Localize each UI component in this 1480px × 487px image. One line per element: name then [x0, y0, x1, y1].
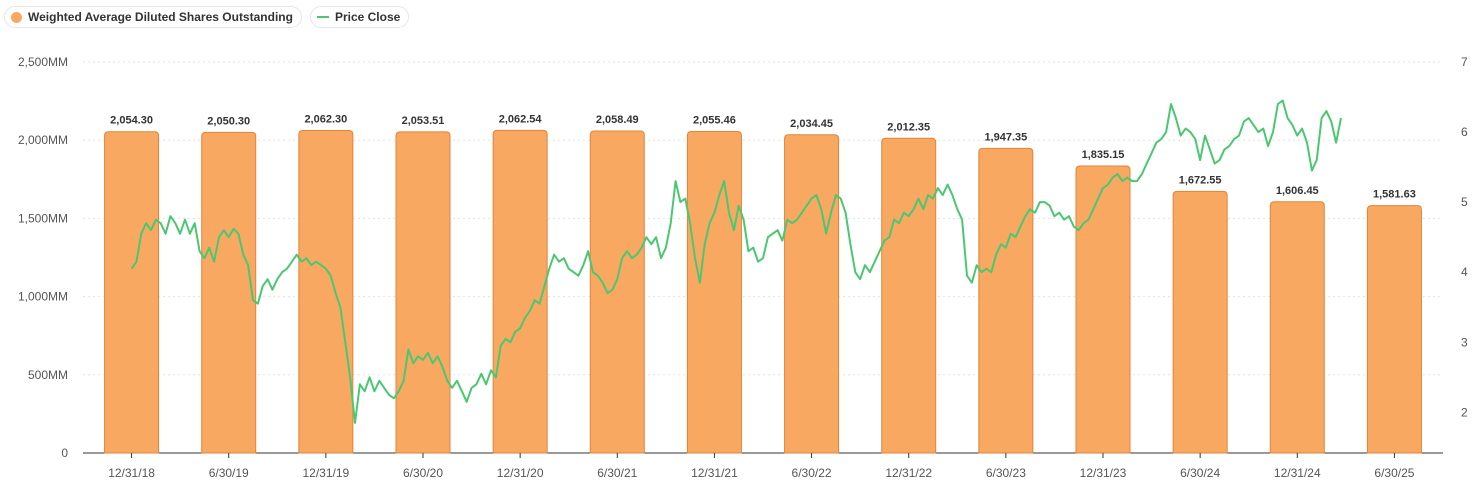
x-tick-label: 6/30/24 — [1180, 466, 1220, 480]
bar-data-label: 2,062.30 — [304, 113, 347, 125]
data-labels: 2,054.30 2,050.30 2,062.30 2,053.51 2,062.54… — [110, 113, 1416, 200]
legend-dot-icon — [11, 11, 22, 23]
price-line — [130, 99, 1342, 424]
bar — [104, 131, 160, 454]
bar-data-label: 1,947.35 — [984, 131, 1027, 143]
x-tick-label: 12/31/23 — [1080, 466, 1127, 480]
bar-data-label: 2,058.49 — [596, 114, 639, 126]
y-right-tick-label: 7 — [1461, 55, 1468, 69]
y-right-tick-label: 5 — [1461, 195, 1468, 209]
bar — [395, 131, 451, 454]
left-axis: 0 500MM 1,000MM 1,500MM 2,000MM 2,500MM — [18, 55, 68, 460]
y-right-tick-label: 2 — [1461, 405, 1468, 419]
bar — [1269, 201, 1325, 454]
x-tick-label: 6/30/25 — [1374, 466, 1414, 480]
y-left-tick-label: 1,500MM — [18, 211, 68, 225]
legend-line-icon — [316, 16, 329, 18]
y-left-tick-label: 2,500MM — [18, 55, 68, 69]
bar-data-label: 1,606.45 — [1276, 185, 1319, 197]
x-tick-label: 6/30/20 — [403, 466, 443, 480]
bar-data-label: 2,050.30 — [207, 115, 250, 127]
legend-label: Weighted Average Diluted Shares Outstand… — [28, 10, 293, 24]
x-tick-label: 12/31/24 — [1274, 466, 1321, 480]
y-right-tick-label: 4 — [1461, 265, 1468, 279]
legend-item-shares[interactable]: Weighted Average Diluted Shares Outstand… — [4, 6, 302, 28]
x-tick-label: 6/30/21 — [597, 466, 637, 480]
x-tick-label: 6/30/23 — [986, 466, 1026, 480]
bar — [1366, 205, 1422, 454]
bar-data-label: 2,034.45 — [790, 118, 833, 130]
x-tick-label: 6/30/19 — [209, 466, 249, 480]
x-tick-label: 12/31/18 — [108, 466, 155, 480]
chart-legend: Weighted Average Diluted Shares Outstand… — [4, 6, 410, 28]
bar-data-label: 2,062.54 — [499, 113, 543, 125]
bar-data-label: 2,054.30 — [110, 115, 153, 127]
bar-series — [104, 129, 1422, 454]
legend-label: Price Close — [334, 10, 401, 24]
bar — [492, 129, 548, 454]
y-right-tick-label: 6 — [1461, 125, 1468, 139]
bar — [784, 134, 840, 454]
bar — [686, 131, 742, 454]
right-axis: 2 3 4 5 6 7 — [1461, 55, 1468, 419]
x-tick-label: 12/31/19 — [302, 466, 349, 480]
bar-data-label: 2,012.35 — [887, 121, 930, 133]
bar-data-label: 2,055.46 — [693, 115, 736, 127]
bar — [881, 137, 937, 454]
x-axis: 12/31/18 6/30/19 12/31/19 6/30/20 12/31/20 6/… — [108, 453, 1415, 480]
y-left-tick-label: 0 — [61, 446, 68, 460]
bar — [298, 129, 354, 454]
line-series — [130, 99, 1342, 424]
bar-data-label: 1,581.63 — [1373, 189, 1416, 201]
bar — [201, 131, 257, 454]
x-tick-label: 12/31/21 — [691, 466, 738, 480]
bar — [589, 130, 645, 454]
y-left-tick-label: 500MM — [28, 368, 68, 382]
bar — [1172, 190, 1228, 454]
y-left-tick-label: 2,000MM — [18, 133, 68, 147]
legend-item-price[interactable]: Price Close — [309, 6, 410, 28]
bar-data-label: 1,835.15 — [1082, 149, 1125, 161]
x-tick-label: 6/30/22 — [792, 466, 832, 480]
bar-data-label: 2,053.51 — [402, 115, 445, 127]
x-tick-label: 12/31/22 — [885, 466, 932, 480]
y-right-tick-label: 3 — [1461, 335, 1468, 349]
x-tick-label: 12/31/20 — [497, 466, 544, 480]
bar — [1075, 165, 1131, 454]
bar-data-label: 1,672.55 — [1179, 174, 1222, 186]
y-left-tick-label: 1,000MM — [18, 290, 68, 304]
bar — [978, 147, 1034, 454]
